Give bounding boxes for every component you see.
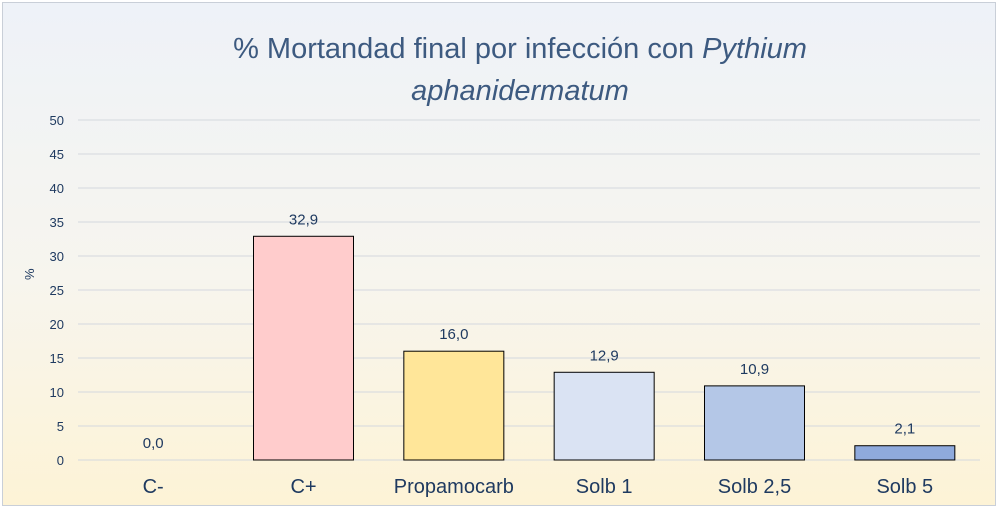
category-label: Solb 5 <box>876 476 933 498</box>
chart-title-italic-1: Pythium <box>702 33 807 65</box>
y-tick-label: 20 <box>50 317 64 332</box>
bar <box>403 350 505 461</box>
category-label: C- <box>143 476 164 498</box>
y-tick-label: 10 <box>50 385 64 400</box>
category-label: Propamocarb <box>394 476 514 498</box>
y-tick-label: 25 <box>50 283 64 298</box>
y-tick-label: 40 <box>50 181 64 196</box>
data-label: 32,9 <box>289 211 318 228</box>
y-tick-label: 15 <box>50 351 64 366</box>
y-tick-label: 0 <box>57 453 64 468</box>
y-tick-label: 45 <box>50 147 64 162</box>
data-label: 16,0 <box>439 326 468 343</box>
data-label: 2,1 <box>894 421 915 438</box>
bar <box>253 235 354 461</box>
y-tick-label: 35 <box>50 215 64 230</box>
data-label: 12,9 <box>590 347 619 364</box>
bar <box>553 371 655 461</box>
data-label: 0,0 <box>143 435 164 452</box>
chart-title: % Mortandad final por infección con Pyth… <box>0 28 1000 112</box>
bar <box>704 385 805 461</box>
y-tick-label: 30 <box>50 249 64 264</box>
data-label: 10,9 <box>740 361 769 378</box>
bar <box>854 445 956 461</box>
category-label: Solb 1 <box>576 476 633 498</box>
category-label: C+ <box>290 476 316 498</box>
y-tick-label: 5 <box>57 419 64 434</box>
chart-title-italic-2: aphanidermatum <box>411 75 629 107</box>
chart-title-main: % Mortandad final por infección con <box>233 33 695 65</box>
y-tick-label: 50 <box>50 113 64 128</box>
category-label: Solb 2,5 <box>718 476 791 498</box>
